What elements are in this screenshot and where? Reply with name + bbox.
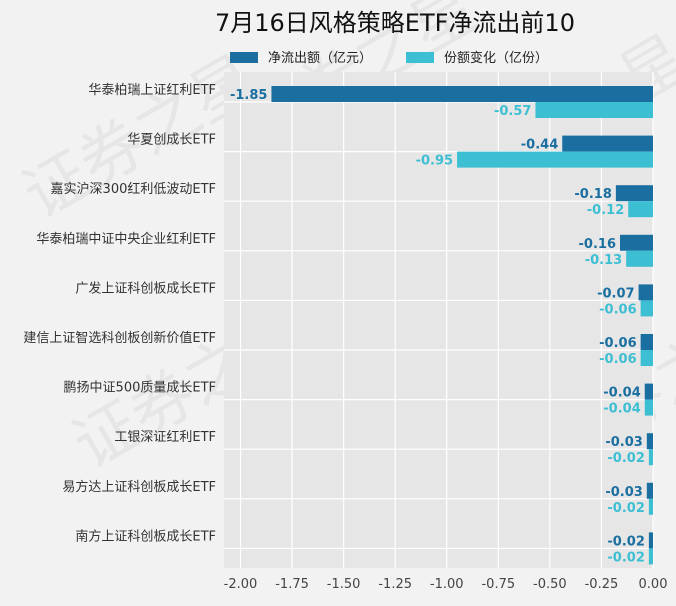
- bar-net-outflow: [646, 433, 653, 450]
- legend-swatch-share-change: [406, 52, 434, 63]
- bar-share-change: [535, 102, 653, 118]
- data-label-share-change: -0.06: [599, 352, 636, 367]
- bar-net-outflow: [615, 185, 653, 202]
- bar-share-change: [644, 399, 653, 416]
- x-tick-label: -2.00: [224, 577, 258, 592]
- category-label: 南方上证科创板成长ETF: [75, 528, 216, 544]
- x-tick-label: -0.50: [533, 577, 567, 592]
- bar-share-change: [457, 151, 653, 168]
- category-label: 华夏创成长ETF: [127, 133, 216, 148]
- legend-label-net-outflow: 净流出额（亿元）: [268, 51, 372, 66]
- category-label: 嘉实沪深300红利低波动ETF: [51, 181, 216, 197]
- data-label-net-outflow: -0.18: [574, 187, 611, 202]
- category-label: 鹏扬中证500质量成长ETF: [64, 381, 216, 396]
- data-label-share-change: -0.57: [494, 104, 531, 119]
- bar-net-outflow: [640, 334, 653, 350]
- bar-net-outflow: [648, 532, 653, 549]
- legend: 净流出额（亿元） 份额变化（亿份）: [230, 50, 548, 66]
- x-tick-label: -0.75: [481, 577, 515, 592]
- x-tick-label: -0.25: [585, 577, 619, 592]
- bar-share-change: [648, 498, 653, 515]
- category-label: 易方达上证科创板成长ETF: [62, 479, 216, 495]
- chart-title: 7月16日风格策略ETF净流出前10: [215, 9, 575, 37]
- x-tick-label: -1.25: [378, 577, 412, 592]
- data-label-share-change: -0.04: [603, 402, 640, 417]
- bar-share-change: [648, 449, 653, 466]
- data-label-net-outflow: -0.44: [521, 138, 558, 153]
- data-label-net-outflow: -0.16: [579, 237, 616, 252]
- category-labels: 华泰柏瑞上证红利ETF 华夏创成长ETF 嘉实沪深300红利低波动ETF 华泰柏瑞中证…: [23, 82, 216, 544]
- data-label-net-outflow: -0.06: [599, 336, 636, 351]
- x-tick-label: 0.00: [639, 577, 668, 592]
- bars: [271, 86, 653, 565]
- x-tick-label: -1.00: [430, 577, 464, 592]
- bar-share-change: [640, 300, 653, 317]
- data-label-share-change: -0.13: [585, 253, 622, 268]
- category-label: 华泰柏瑞上证红利ETF: [88, 82, 216, 98]
- data-label-net-outflow: -0.07: [597, 286, 634, 301]
- data-label-share-change: -0.02: [607, 451, 644, 466]
- bar-net-outflow: [562, 135, 653, 152]
- category-label: 广发上证科创板成长ETF: [75, 280, 216, 296]
- bar-net-outflow: [638, 284, 653, 301]
- category-label: 建信上证智选科创板创新价值ETF: [23, 330, 216, 346]
- data-label-share-change: -0.02: [607, 501, 644, 516]
- bar-share-change: [648, 548, 653, 565]
- bar-net-outflow: [646, 482, 653, 499]
- legend-label-share-change: 份额变化（亿份）: [444, 50, 548, 66]
- data-label-share-change: -0.02: [607, 550, 644, 565]
- bar-share-change: [640, 350, 653, 366]
- data-label-net-outflow: -0.04: [603, 386, 640, 401]
- data-label-net-outflow: -0.03: [605, 435, 642, 450]
- data-label-share-change: -0.95: [416, 154, 453, 169]
- bar-share-change: [628, 201, 653, 218]
- x-axis-ticks: -2.00 -1.75 -1.50 -1.25 -1.00 -0.75 -0.50 -0.25…: [224, 577, 668, 592]
- data-label-share-change: -0.06: [599, 302, 636, 317]
- bar-share-change: [626, 250, 653, 267]
- bar-net-outflow: [620, 234, 653, 251]
- data-label-net-outflow: -0.03: [605, 485, 642, 500]
- data-label-net-outflow: -0.02: [607, 534, 644, 549]
- category-label: 工银深证红利ETF: [114, 429, 216, 445]
- legend-swatch-net-outflow: [230, 52, 258, 63]
- value-labels: -1.85 -0.57 -0.44 -0.95 -0.18-0.12 -0.16-0.13…: [230, 88, 645, 565]
- bar-net-outflow: [644, 383, 653, 400]
- x-tick-label: -1.50: [327, 577, 361, 592]
- bar-net-outflow: [271, 86, 653, 102]
- category-label: 华泰柏瑞中证中央企业红利ETF: [36, 231, 216, 247]
- data-label-net-outflow: -1.85: [230, 88, 267, 103]
- data-label-share-change: -0.12: [587, 203, 624, 218]
- x-tick-label: -1.75: [275, 577, 309, 592]
